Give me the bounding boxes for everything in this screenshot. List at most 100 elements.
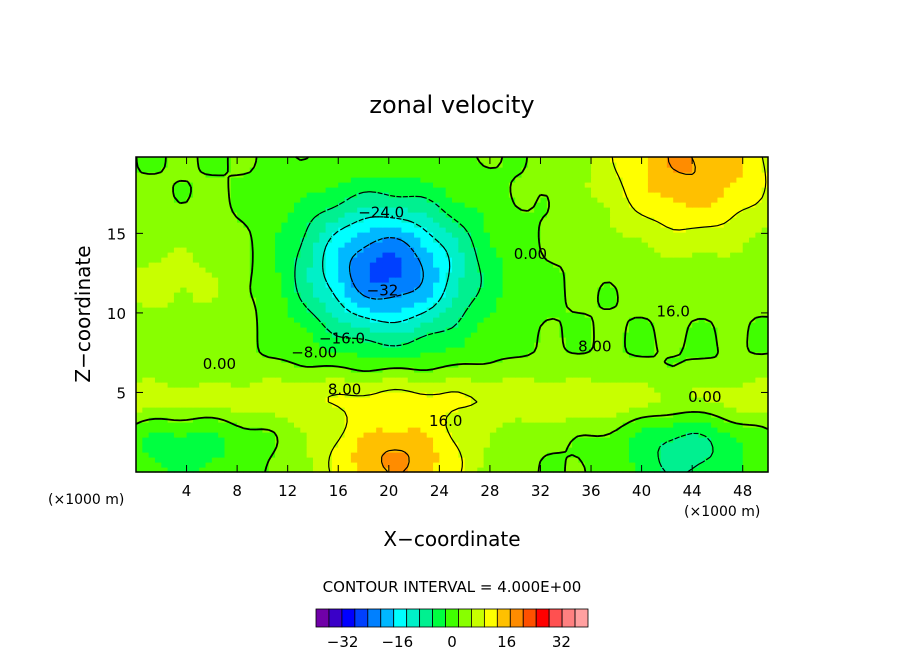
field-cell — [749, 437, 756, 443]
field-cell — [199, 272, 207, 278]
field-cell — [369, 402, 377, 408]
field-cell — [331, 262, 339, 268]
field-cell — [243, 277, 251, 283]
field-cell — [641, 252, 649, 258]
field-cell — [420, 342, 428, 348]
field-cell — [325, 382, 333, 388]
field-cell — [192, 367, 200, 373]
field-cell — [628, 272, 636, 278]
field-cell — [496, 397, 504, 403]
field-cell — [268, 332, 276, 338]
field-cell — [584, 302, 592, 308]
field-cell — [711, 287, 719, 293]
field-cell — [218, 447, 226, 453]
field-cell — [685, 327, 693, 333]
field-cell — [521, 392, 529, 398]
field-cell — [540, 252, 548, 258]
field-cell — [186, 307, 194, 313]
field-cell — [249, 467, 257, 473]
field-cell — [584, 292, 592, 298]
field-cell — [205, 367, 213, 373]
field-cell — [230, 462, 238, 468]
field-cell — [331, 437, 339, 443]
field-cell — [723, 352, 731, 358]
field-cell — [401, 287, 409, 293]
field-cell — [414, 467, 421, 473]
field-cell — [489, 287, 497, 293]
field-cell — [312, 387, 320, 393]
field-cell — [167, 347, 175, 353]
field-cell — [363, 457, 371, 463]
field-cell — [294, 307, 301, 313]
field-cell — [224, 377, 232, 383]
field-cell — [268, 237, 276, 243]
field-cell — [654, 262, 662, 268]
field-cell — [243, 222, 251, 228]
field-cell — [597, 352, 605, 358]
field-cell — [224, 277, 232, 283]
field-cell — [622, 392, 630, 398]
field-cell — [711, 442, 719, 448]
field-cell — [477, 357, 485, 363]
field-cell — [489, 397, 497, 403]
field-cell — [224, 397, 232, 403]
field-cell — [268, 392, 276, 398]
field-cell — [439, 277, 447, 283]
field-cell — [161, 422, 169, 428]
field-cell — [534, 407, 542, 413]
field-cell — [262, 352, 270, 358]
field-cell — [287, 437, 295, 443]
field-cell — [635, 462, 643, 468]
field-cell — [136, 247, 143, 253]
field-cell — [698, 357, 706, 363]
field-cell — [382, 442, 390, 448]
field-cell — [312, 237, 320, 243]
field-cell — [426, 387, 434, 393]
field-cell — [294, 352, 301, 358]
field-cell — [344, 277, 352, 283]
field-cell — [350, 272, 358, 278]
field-cell — [154, 432, 162, 438]
field-cell — [489, 462, 497, 468]
field-cell — [439, 332, 447, 338]
field-cell — [483, 417, 491, 423]
field-cell — [489, 237, 497, 243]
field-cell — [508, 322, 516, 328]
field-cell — [199, 242, 207, 248]
field-cell — [723, 257, 731, 263]
field-cell — [628, 382, 636, 388]
field-cell — [186, 327, 194, 333]
field-cell — [325, 327, 333, 333]
field-cell — [312, 332, 320, 338]
field-cell — [401, 347, 409, 353]
field-cell — [597, 317, 605, 323]
field-cell — [388, 247, 396, 253]
field-cell — [268, 432, 276, 438]
field-cell — [546, 257, 554, 263]
field-cell — [534, 377, 542, 383]
field-cell — [192, 427, 200, 433]
field-cell — [433, 422, 440, 428]
field-cell — [167, 272, 175, 278]
field-cell — [730, 267, 737, 273]
field-cell — [666, 397, 674, 403]
field-cell — [388, 252, 396, 258]
field-cell — [338, 412, 346, 418]
field-cell — [173, 247, 181, 253]
field-cell — [736, 272, 744, 278]
field-cell — [262, 312, 270, 318]
field-cell — [275, 402, 282, 408]
field-cell — [489, 457, 497, 463]
field-cell — [350, 422, 358, 428]
field-cell — [192, 237, 200, 243]
field-cell — [395, 462, 403, 468]
field-cell — [148, 302, 156, 308]
field-cell — [173, 347, 181, 353]
field-cell — [515, 292, 523, 298]
field-cell — [730, 312, 737, 318]
field-cell — [673, 302, 681, 308]
field-cell — [635, 237, 643, 243]
field-cell — [711, 252, 719, 258]
field-cell — [325, 437, 333, 443]
field-cell — [426, 327, 434, 333]
